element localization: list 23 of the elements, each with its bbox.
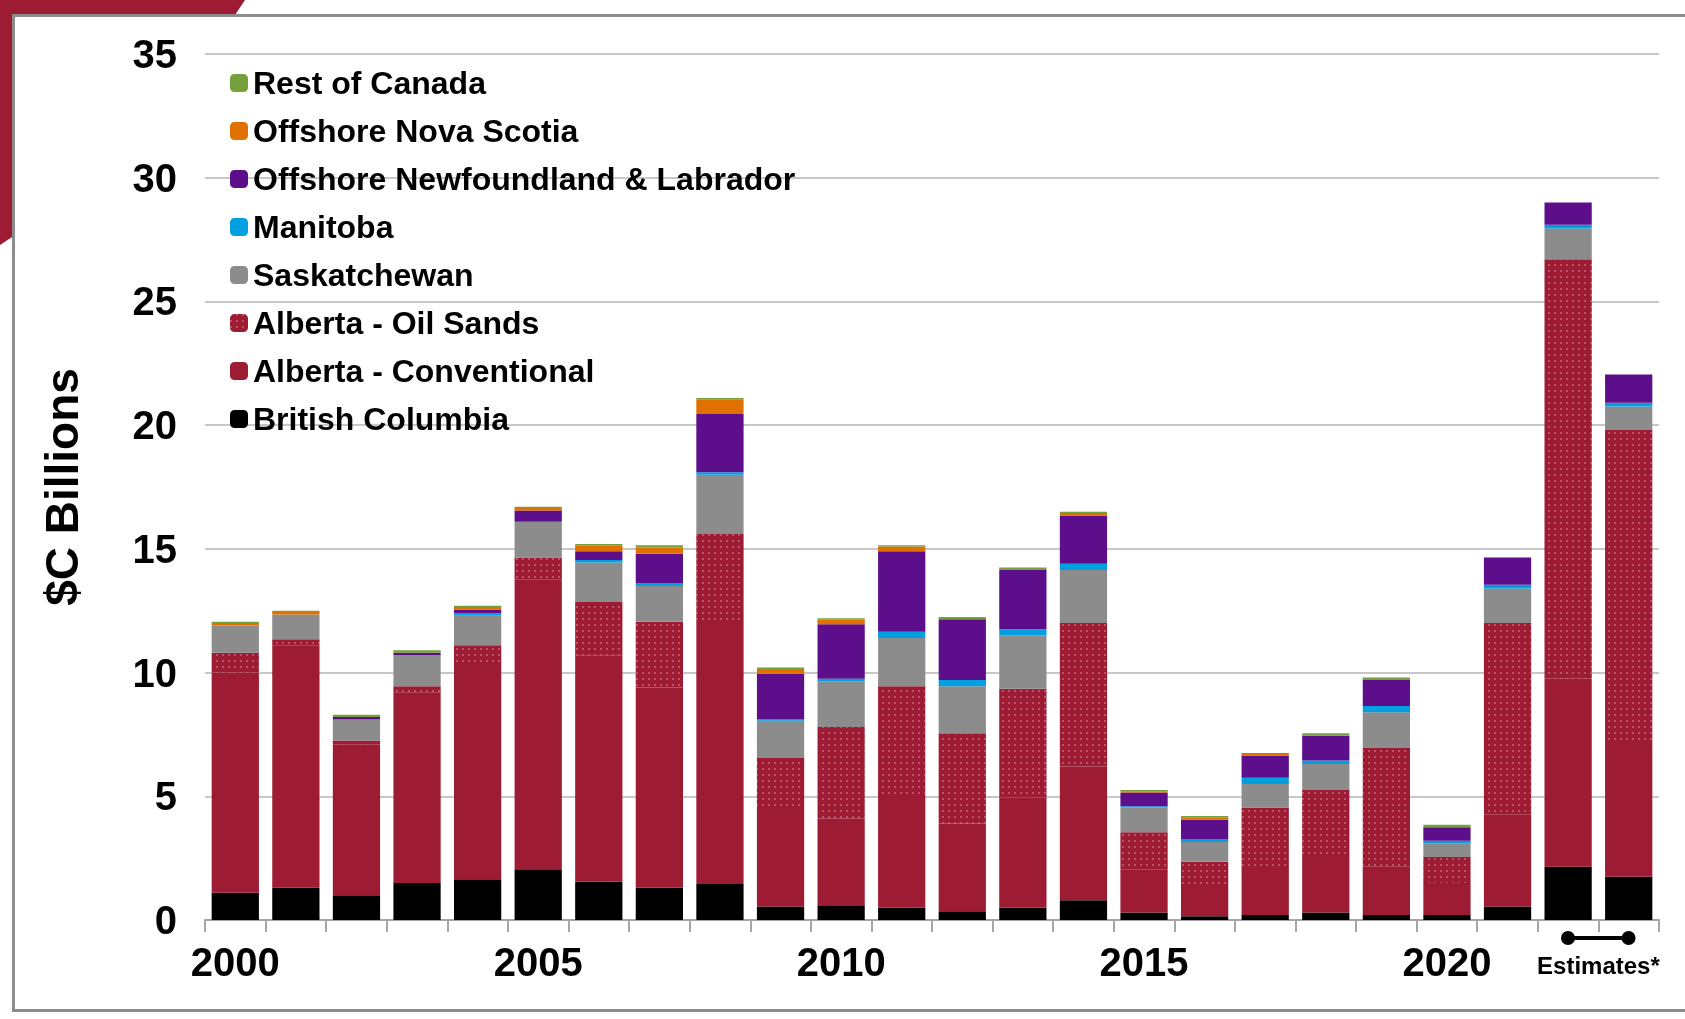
x-tick-label: 2020 [1402, 940, 1492, 984]
x-tick-label: 2000 [190, 940, 280, 984]
legend-label: Alberta - Oil Sands [253, 305, 540, 341]
y-tick-label: 0 [154, 898, 177, 942]
legend-label: Saskatchewan [253, 257, 474, 293]
y-tick-label: 25 [132, 279, 177, 324]
legend-label: Offshore Nova Scotia [253, 113, 579, 149]
y-tick-label: 20 [132, 403, 177, 448]
y-tick-label: 30 [132, 155, 177, 200]
legend-label: Offshore Newfoundland & Labrador [253, 161, 796, 197]
legend-label: Alberta - Conventional [253, 353, 595, 389]
x-tick-label: 2005 [493, 940, 583, 984]
legend-label: Rest of Canada [253, 65, 487, 101]
x-tick-label: 2010 [796, 940, 886, 984]
legend-label: British Columbia [253, 401, 510, 437]
y-axis-title: $C Billions [36, 368, 88, 606]
legend-label: Manitoba [253, 209, 394, 245]
x-tick-label: 2015 [1099, 940, 1189, 984]
y-tick-label: 15 [132, 526, 177, 571]
y-tick-label: 5 [154, 774, 177, 819]
y-tick-label: 10 [132, 650, 177, 695]
text: Estimates* [1537, 952, 1660, 980]
y-tick-label: 35 [132, 32, 177, 76]
